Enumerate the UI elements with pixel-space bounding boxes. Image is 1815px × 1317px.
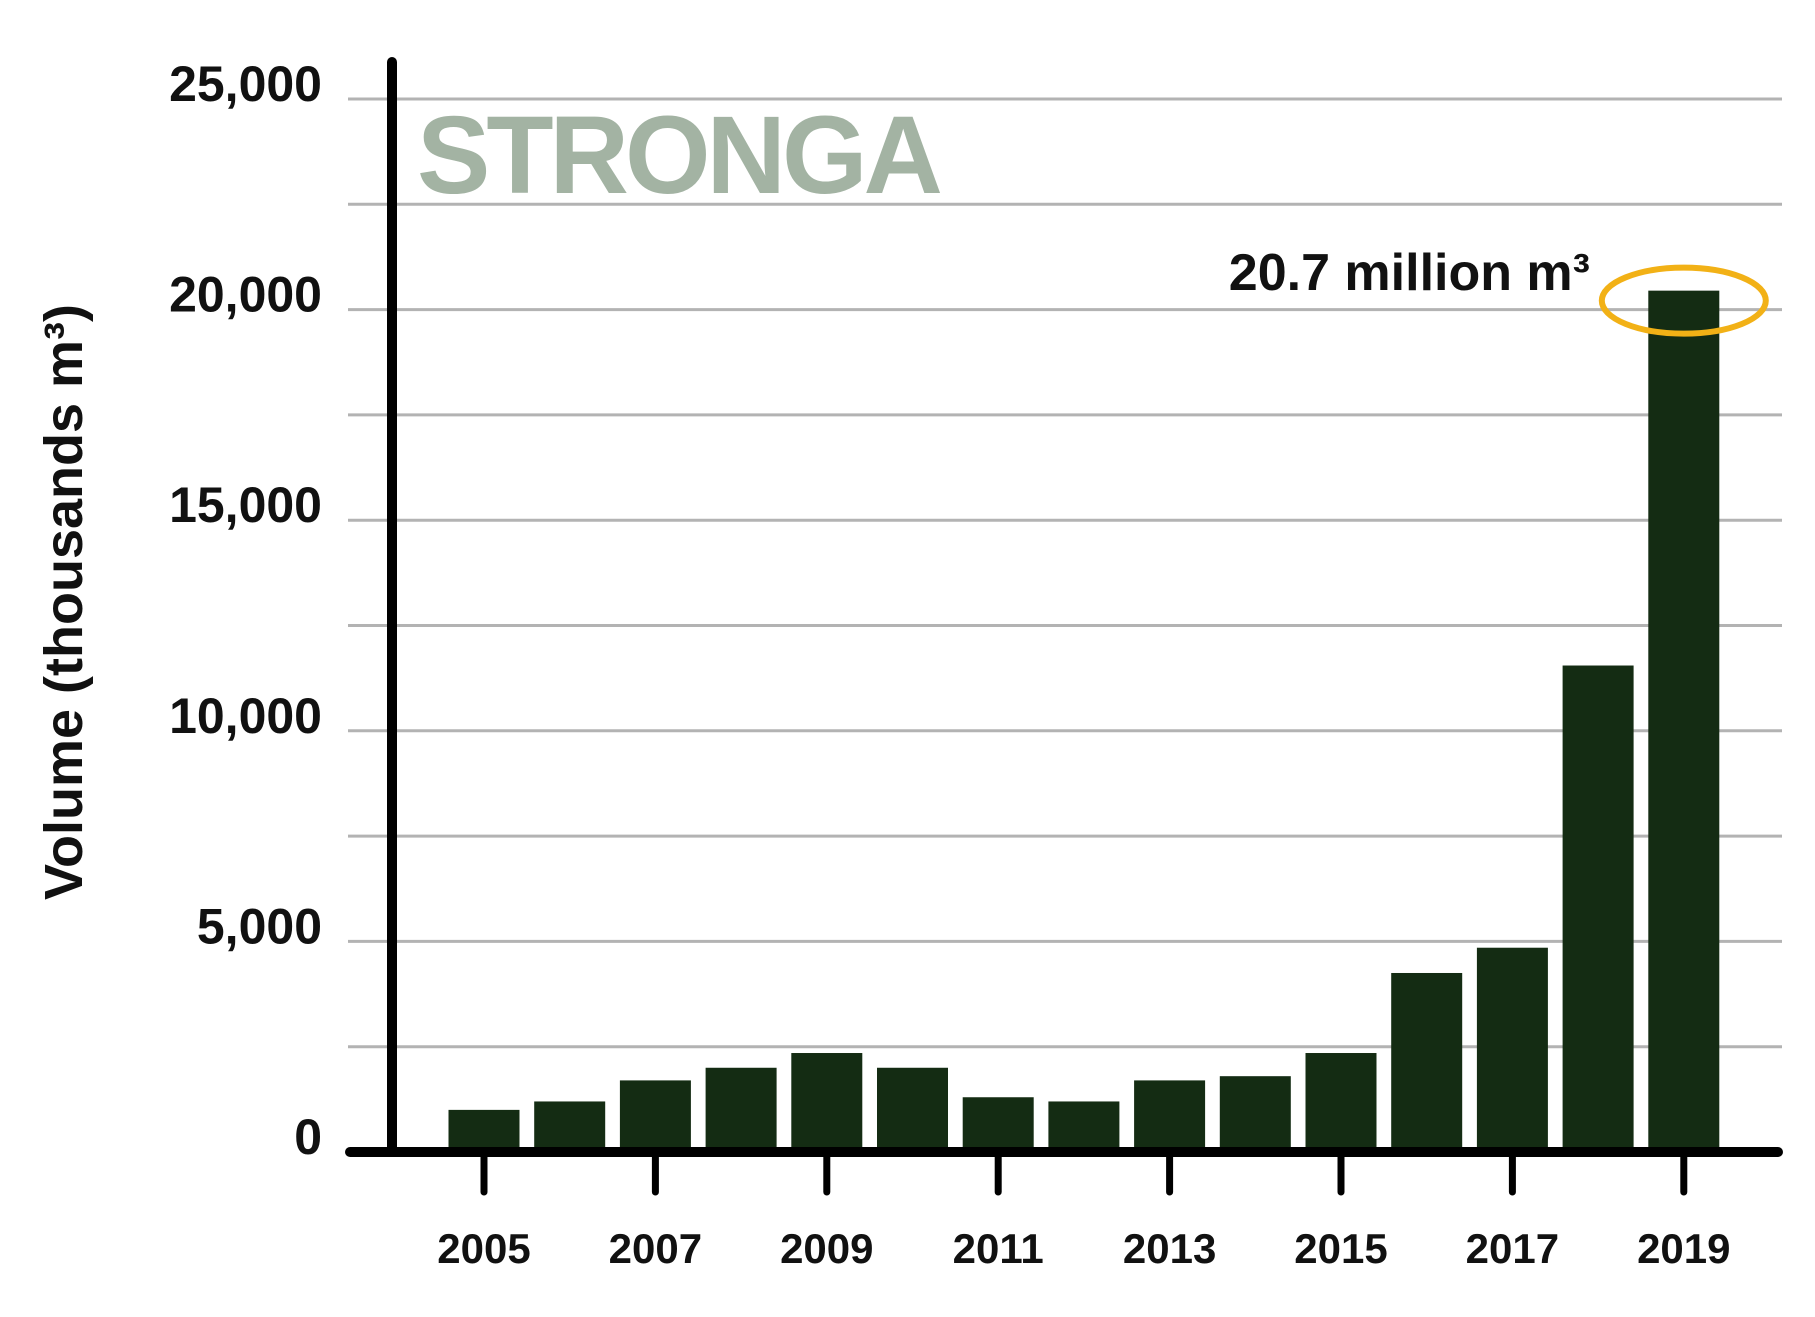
bar-2017 [1476,947,1548,1152]
y-tick-label: 15,000 [169,477,322,533]
bar-2012 [1048,1101,1120,1152]
x-tick-label: 2015 [1294,1225,1387,1272]
y-tick-label: 25,000 [169,56,322,112]
bar-2015 [1305,1053,1377,1152]
bar-2011 [962,1097,1034,1152]
y-tick-label: 5,000 [197,898,322,954]
bar-2006 [534,1101,606,1152]
x-tick-label: 2005 [437,1225,530,1272]
bar-2019 [1648,290,1720,1152]
highlight-ellipse [1598,264,1769,337]
y-tick-label: 10,000 [169,688,322,744]
x-tick-label: 2011 [953,1225,1044,1272]
y-tick-label: 20,000 [169,267,322,323]
bar-2010 [877,1067,948,1152]
x-tick-label: 2019 [1637,1225,1730,1272]
stronga-logo: STRONGA [417,94,941,217]
bars [448,290,1720,1152]
bar-2009 [791,1053,863,1152]
bar-2008 [705,1067,777,1152]
y-tick-labels: 0 5,000 10,000 15,000 20,000 25,000 [169,56,322,1165]
y-axis-label: Volume (thousands m³) [34,304,94,900]
bar-2007 [619,1080,691,1152]
x-tick-label: 2009 [780,1225,873,1272]
bar-2013 [1134,1080,1206,1152]
x-tick-label: 2007 [609,1225,702,1272]
annotation-label: 20.7 million m³ [1229,244,1590,302]
bar-2016 [1391,972,1463,1152]
bar-2018 [1562,665,1634,1152]
x-tick-labels: 2005 2007 2009 2011 2013 2015 2017 2019 [437,1148,1731,1272]
grid-lines [348,97,1782,1049]
y-tick-label: 0 [294,1109,322,1165]
bar-2005 [448,1109,520,1152]
bar-2014 [1219,1076,1291,1152]
x-tick-label: 2013 [1123,1225,1216,1272]
x-tick-label: 2017 [1466,1225,1559,1272]
axes [345,57,1783,1157]
